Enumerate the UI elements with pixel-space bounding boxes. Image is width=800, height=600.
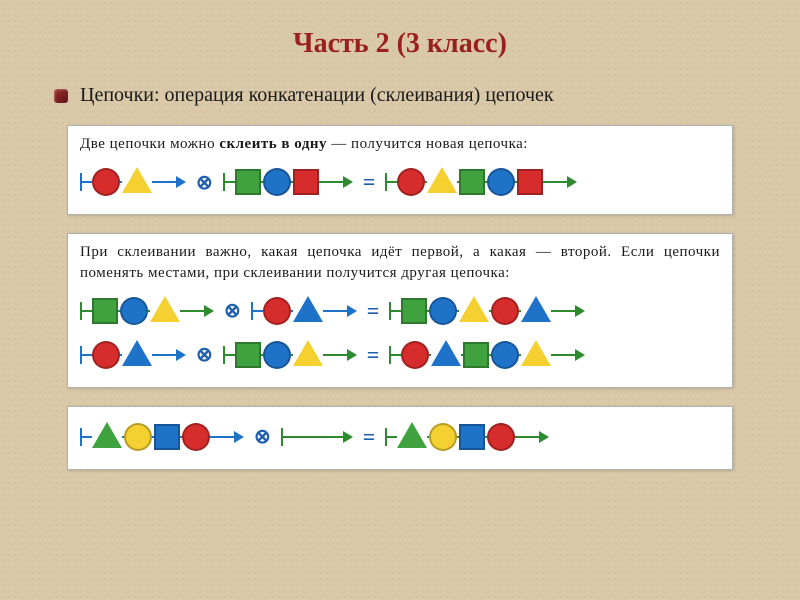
chain [385, 162, 577, 202]
chain [80, 417, 244, 457]
panel-text: При склеивании важно, какая цепочка идёт… [80, 242, 720, 283]
bead-circle [487, 417, 515, 457]
bead-triangle [92, 417, 122, 457]
bead-triangle [521, 335, 551, 375]
example-panel: Две цепочки можно склеить в одну — получ… [67, 125, 733, 215]
bead-square [463, 335, 489, 375]
bead-square [293, 162, 319, 202]
example-panel: ⊗= [67, 406, 733, 470]
chain [80, 162, 186, 202]
bead-square [517, 162, 543, 202]
bead-triangle [150, 291, 180, 331]
expression-row: ⊗= [80, 415, 720, 459]
panel-text: Две цепочки можно склеить в одну — получ… [80, 134, 720, 154]
bead-circle [182, 417, 210, 457]
bead-circle [429, 417, 457, 457]
bead-triangle [427, 162, 457, 202]
chain [281, 417, 353, 457]
equals-sign: = [363, 169, 376, 195]
concat-operator: ⊗ [196, 342, 213, 367]
concat-operator: ⊗ [254, 424, 271, 449]
bead-circle [491, 335, 519, 375]
bead-square [401, 291, 427, 331]
expression-row: ⊗= [80, 333, 720, 377]
bead-circle [263, 291, 291, 331]
bullet-row: Цепочки: операция конкатенации (склеиван… [54, 84, 800, 107]
bead-circle [263, 162, 291, 202]
expression-row: ⊗= [80, 160, 720, 204]
page-title: Часть 2 (3 класс) [0, 0, 800, 60]
bead-triangle [521, 291, 551, 331]
equals-sign: = [367, 342, 380, 368]
bullet-icon [54, 89, 68, 103]
equals-sign: = [363, 424, 376, 450]
bead-circle [120, 291, 148, 331]
bead-circle [124, 417, 152, 457]
bead-triangle [397, 417, 427, 457]
bead-square [235, 162, 261, 202]
equals-sign: = [367, 298, 380, 324]
bead-triangle [122, 335, 152, 375]
concat-operator: ⊗ [224, 298, 241, 323]
chain [80, 335, 186, 375]
bead-circle [401, 335, 429, 375]
bead-triangle [459, 291, 489, 331]
chain [389, 291, 585, 331]
bead-square [154, 417, 180, 457]
bead-circle [491, 291, 519, 331]
expression-row: ⊗= [80, 289, 720, 333]
bullet-text: Цепочки: операция конкатенации (склеиван… [80, 84, 554, 107]
bead-square [235, 335, 261, 375]
chain [385, 417, 549, 457]
bead-circle [487, 162, 515, 202]
chain [389, 335, 585, 375]
bead-triangle [122, 162, 152, 202]
chain [251, 291, 357, 331]
chain [223, 335, 357, 375]
bead-circle [92, 335, 120, 375]
bead-circle [397, 162, 425, 202]
chain [223, 162, 353, 202]
bead-triangle [431, 335, 461, 375]
bead-square [92, 291, 118, 331]
example-panel: При склеивании важно, какая цепочка идёт… [67, 233, 733, 388]
concat-operator: ⊗ [196, 170, 213, 195]
bead-square [459, 417, 485, 457]
bead-circle [429, 291, 457, 331]
bead-circle [263, 335, 291, 375]
bead-triangle [293, 335, 323, 375]
chain [80, 291, 214, 331]
bead-circle [92, 162, 120, 202]
bead-square [459, 162, 485, 202]
bead-triangle [293, 291, 323, 331]
panels-container: Две цепочки можно склеить в одну — получ… [0, 125, 800, 470]
